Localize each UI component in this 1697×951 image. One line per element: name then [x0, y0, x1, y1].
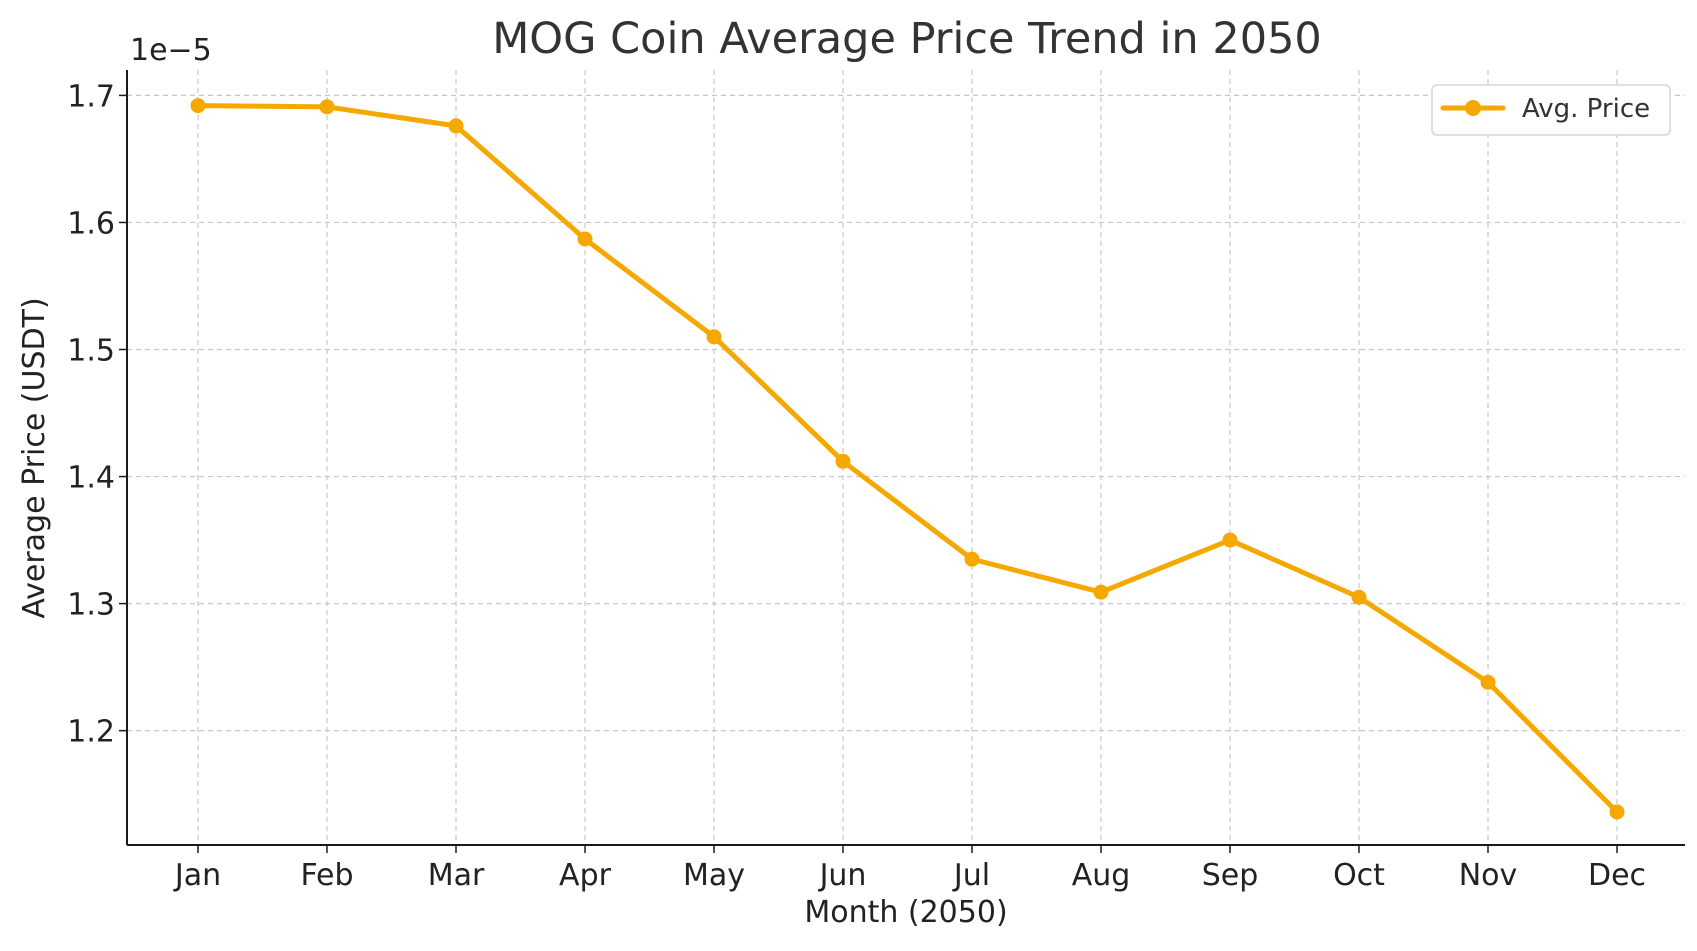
legend-marker-swatch [1465, 100, 1481, 116]
data-point [1609, 804, 1625, 820]
y-tick-label: 1.2 [67, 715, 115, 750]
series-layer [190, 98, 1625, 820]
legend-box [1431, 84, 1671, 136]
data-point [706, 329, 722, 345]
series-line [195, 103, 1620, 815]
data-point [964, 551, 980, 567]
y-tick-label: 1.6 [67, 206, 115, 241]
y-offset-label: 1e−5 [130, 33, 212, 68]
x-tick-label: Jan [173, 858, 221, 893]
data-point [448, 118, 464, 134]
data-point [1480, 674, 1496, 690]
x-tick-label: Jul [952, 858, 990, 893]
x-axis-ticks: Jan Feb Mar Apr May Jun Jul Aug Sep Oct Nov Dec [173, 845, 1646, 893]
y-tick-label: 1.3 [67, 588, 115, 623]
data-point [1093, 584, 1109, 600]
x-tick-label: Oct [1333, 858, 1385, 893]
x-tick-label: Aug [1072, 858, 1131, 893]
chart-title: MOG Coin Average Price Trend in 2050 [492, 14, 1322, 64]
legend: Avg. Price [1431, 84, 1671, 136]
x-tick-label: Sep [1202, 858, 1259, 893]
data-point [1351, 589, 1367, 605]
x-axis-title: Month (2050) [804, 895, 1007, 930]
legend-label: Avg. Price [1522, 94, 1650, 124]
x-tick-label: Nov [1459, 858, 1518, 893]
data-point [190, 98, 206, 114]
y-tick-label: 1.4 [67, 461, 115, 496]
x-tick-label: Dec [1588, 858, 1646, 893]
y-tick-label: 1.7 [67, 79, 115, 114]
axes [126, 70, 1685, 846]
y-tick-label: 1.5 [67, 334, 115, 369]
data-point [835, 453, 851, 469]
grid [127, 70, 1685, 845]
y-axis-title: Average Price (USDT) [17, 297, 52, 618]
data-point [319, 99, 335, 115]
x-tick-label: May [683, 858, 745, 893]
x-tick-label: Feb [300, 858, 353, 893]
x-tick-label: Mar [428, 858, 485, 893]
y-axis-ticks: 1.2 1.3 1.4 1.5 1.6 1.7 [67, 79, 127, 750]
data-point [1222, 532, 1238, 548]
x-tick-label: Jun [818, 858, 867, 893]
data-point [577, 231, 593, 247]
x-tick-label: Apr [559, 858, 612, 893]
